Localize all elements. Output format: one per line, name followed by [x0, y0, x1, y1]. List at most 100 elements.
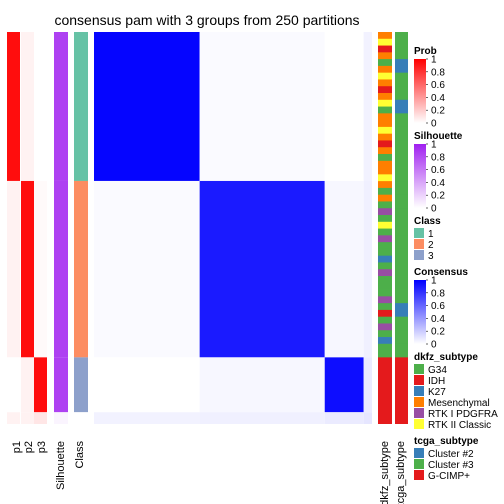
dkfz-subtype-stripe — [378, 133, 392, 141]
dkfz-subtype-stripe — [378, 330, 392, 338]
legend-silhouette-tick-label: 0.8 — [431, 152, 445, 163]
legend-silhouette-tick-label: 0.2 — [431, 191, 445, 202]
consensus-cell — [363, 357, 372, 413]
label-silhouette: Silhouette — [55, 441, 67, 490]
label-p1: p1 — [11, 441, 23, 453]
dkfz-subtype-stripe — [378, 316, 392, 324]
prob-bar-p1-segment — [7, 412, 20, 424]
legend-tcga_subtype-swatch — [414, 470, 424, 480]
consensus-cell — [199, 412, 325, 424]
tcga-subtype-stripe — [395, 72, 408, 87]
dkfz-subtype-stripe — [378, 282, 392, 290]
legends: Prob10.80.60.40.20Silhouette10.80.60.40.… — [414, 46, 498, 482]
legend-class-swatch — [414, 239, 424, 249]
dkfz-subtype-stripe — [378, 52, 392, 60]
dkfz-subtype-stripe — [378, 72, 392, 80]
dkfz-subtype-stripe — [378, 187, 392, 196]
legend-dkfz_subtype-title: dkfz_subtype — [414, 352, 478, 363]
silhouette-bar-segment — [54, 357, 68, 413]
legend-dkfz_subtype-item-label: K27 — [428, 387, 446, 398]
legend-class-item-label: 2 — [428, 240, 434, 251]
legend-dkfz_subtype-swatch — [414, 375, 424, 385]
prob-bar-p2-segment — [21, 32, 34, 181]
class-bar-segment — [74, 357, 88, 413]
class-bar-segment — [74, 180, 88, 358]
silhouette-bar-segment — [54, 412, 68, 424]
legend-dkfz_subtype-swatch — [414, 408, 424, 418]
consensus-cell — [324, 412, 364, 424]
tcga-subtype-stripe — [395, 343, 408, 358]
legend-prob-tick-label: 0.8 — [431, 67, 445, 78]
legend-prob-title: Prob — [414, 46, 437, 57]
legend-dkfz_subtype-swatch — [414, 364, 424, 374]
tcga-subtype-stripe — [395, 32, 408, 46]
legend-class-title: Class — [414, 216, 441, 227]
dkfz-subtype-stripe — [378, 86, 392, 94]
legend-prob-tick-label: 1 — [431, 55, 437, 66]
prob-bar-p3-segment — [34, 412, 47, 424]
chart-title: consensus pam with 3 groups from 250 par… — [54, 12, 359, 28]
tcga-subtype-stripe — [395, 316, 408, 331]
tcga-subtype-stripe — [395, 330, 408, 345]
tcga-subtype-stripe — [395, 194, 408, 209]
dkfz-subtype-stripe — [378, 269, 392, 277]
legend-tcga_subtype-item-label: Cluster #2 — [428, 449, 474, 460]
legend-consensus-tick-label: 0.6 — [431, 301, 445, 312]
label-p3: p3 — [36, 441, 48, 453]
legend-silhouette-colorbar — [414, 144, 426, 208]
consensus-cell — [324, 180, 364, 358]
consensus-cell — [363, 32, 372, 181]
dkfz-subtype-stripe — [378, 255, 392, 263]
legend-tcga_subtype-swatch — [414, 448, 424, 458]
annotation-bars — [7, 32, 408, 424]
dkfz-subtype-stripe — [378, 38, 392, 46]
legend-consensus-colorbar — [414, 280, 426, 344]
dkfz-subtype-stripe — [378, 289, 392, 297]
dkfz-subtype-stripe — [378, 242, 392, 250]
dkfz-subtype-stripe — [378, 99, 392, 107]
dkfz-subtype-stripe — [378, 106, 392, 114]
dkfz-subtype-stripe — [378, 147, 392, 155]
dkfz-subtype-stripe — [378, 167, 392, 175]
dkfz-subtype-stripe — [378, 201, 392, 209]
prob-bar-p3-segment — [34, 32, 47, 181]
consensus-cell — [363, 180, 372, 358]
prob-bar-p3-segment — [34, 180, 47, 358]
dkfz-subtype-stripe — [378, 208, 392, 216]
dkfz-subtype-stripe — [378, 154, 392, 162]
dkfz-subtype-stripe — [378, 303, 392, 311]
dkfz-subtype-stripe — [378, 235, 392, 243]
dkfz-subtype-stripe — [378, 181, 392, 189]
consensus-cell — [324, 357, 364, 413]
silhouette-bar-segment — [54, 180, 68, 358]
dkfz-subtype-stripe — [378, 262, 392, 270]
legend-dkfz_subtype-swatch — [414, 386, 424, 396]
legend-silhouette-tick-label: 1 — [431, 140, 437, 151]
consensus-cell — [363, 412, 372, 424]
class-bar-segment — [74, 32, 88, 181]
consensus-cell — [199, 357, 325, 413]
dkfz-subtype-stripe — [378, 323, 392, 331]
tcga-subtype-stripe — [395, 86, 408, 101]
tcga-subtype-stripe — [395, 154, 408, 168]
dkfz-subtype-stripe — [378, 93, 392, 101]
dkfz-subtype-stripe — [378, 357, 392, 424]
label-dkfz-subtype: dkfz_subtype — [379, 441, 391, 504]
consensus-cell — [94, 180, 200, 358]
legend-consensus-tick-label: 0.4 — [431, 314, 445, 325]
legend-prob-tick-label: 0.4 — [431, 93, 445, 104]
dkfz-subtype-stripe — [378, 337, 392, 345]
legend-tcga_subtype-item-label: Cluster #3 — [428, 460, 474, 471]
dkfz-subtype-stripe — [378, 343, 392, 351]
consensus-cell — [94, 412, 200, 424]
tcga-subtype-stripe — [395, 45, 408, 60]
tcga-subtype-stripe — [395, 303, 408, 318]
prob-bar-p2-segment — [21, 412, 34, 424]
legend-silhouette-tick-label: 0.4 — [431, 178, 445, 189]
dkfz-subtype-stripe — [378, 309, 392, 318]
tcga-subtype-stripe — [395, 235, 408, 250]
dkfz-subtype-stripe — [378, 160, 392, 168]
dkfz-subtype-stripe — [378, 79, 392, 87]
legend-dkfz_subtype-item-label: Mesenchymal — [428, 398, 490, 409]
